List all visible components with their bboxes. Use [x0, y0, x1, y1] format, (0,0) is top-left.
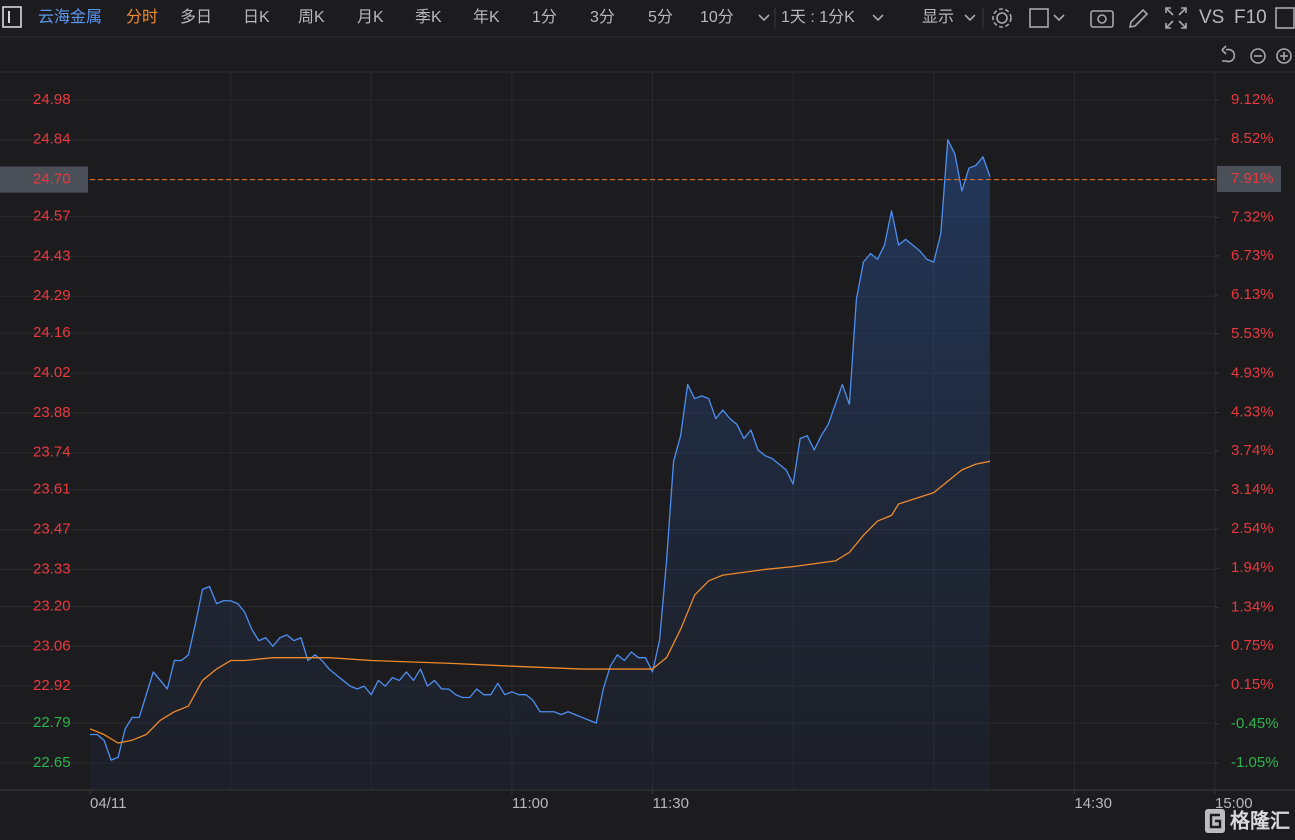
- tab[interactable]: 多日: [180, 8, 212, 26]
- window-icon[interactable]: [1275, 7, 1295, 29]
- y2-tick-label: 8.52%: [1231, 130, 1274, 147]
- price-area: [90, 139, 990, 791]
- y-tick-label: 24.16: [33, 324, 71, 341]
- fullscreen-icon[interactable]: [1165, 7, 1187, 29]
- tab[interactable]: 月K: [357, 9, 384, 26]
- y-tick-label: 24.84: [33, 131, 71, 148]
- zoom-in-icon[interactable]: [1276, 48, 1292, 64]
- y-tick-label: 22.79: [33, 714, 71, 731]
- x-tick-label: 11:30: [653, 795, 689, 812]
- settings-icon-gear: [992, 8, 1012, 28]
- y2-tick-label: 6.13%: [1231, 286, 1274, 303]
- y2-tick-label: 6.73%: [1231, 247, 1274, 264]
- y2-tick-label: 7.91%: [1231, 170, 1274, 187]
- price-highlight: [0, 166, 88, 193]
- zoom-out-icon[interactable]: [1250, 48, 1266, 64]
- x-tick-label: 11:00: [512, 795, 548, 812]
- y-tick-label: 23.20: [33, 597, 71, 614]
- plot-area: 24.98 24.84 24.70 24.57 24.43 24.29 24.16 24.02…: [0, 71, 1295, 812]
- dropdown-arrow[interactable]: [1053, 14, 1065, 22]
- y2-tick-label: 9.12%: [1231, 91, 1274, 108]
- y2-tick-label: 3.74%: [1231, 442, 1274, 459]
- dropdown-arrow[interactable]: [964, 14, 976, 22]
- y-tick-label: 23.47: [33, 521, 71, 538]
- y2-tick-label: -1.05%: [1231, 754, 1279, 771]
- percent-highlight: [1217, 165, 1281, 192]
- settings-icon[interactable]: [996, 12, 1008, 24]
- tab[interactable]: 日K: [243, 9, 270, 26]
- y2-tick-label: 7.32%: [1231, 208, 1274, 225]
- x-tick-label: 14:30: [1074, 795, 1112, 812]
- f10-button[interactable]: F10: [1234, 7, 1267, 28]
- vs-button[interactable]: VS: [1199, 7, 1224, 28]
- watermark: 格隆汇: [1205, 808, 1290, 833]
- y2-tick-label: -0.45%: [1231, 715, 1279, 732]
- menu-icon[interactable]: [2, 6, 22, 28]
- y2-tick-label: 0.15%: [1231, 676, 1274, 693]
- dropdown-arrow[interactable]: [758, 14, 770, 22]
- y-tick-label: 24.57: [33, 208, 71, 225]
- watermark-text: 格隆汇: [1230, 808, 1290, 832]
- y-tick-label: 24.43: [33, 247, 71, 264]
- y2-tick-label: 1.94%: [1231, 559, 1274, 576]
- tab[interactable]: 分时: [126, 8, 158, 26]
- tab[interactable]: 季K: [415, 8, 442, 26]
- y-tick-label: 22.65: [33, 754, 71, 771]
- camera-lens: [1097, 14, 1107, 24]
- price-line: [90, 139, 991, 761]
- y2-tick-label: 0.75%: [1231, 637, 1274, 654]
- tab[interactable]: 周K: [298, 9, 325, 26]
- y-tick-label: 23.61: [33, 481, 71, 498]
- toolbar: 云海金属 分时 多日 日K 周K 月K 季K 年K 1分 3分 5分 10分 1…: [0, 6, 1295, 64]
- y2-tick-label: 4.33%: [1231, 403, 1274, 420]
- average-line: [89, 460, 991, 744]
- stock-name[interactable]: 云海金属: [38, 8, 102, 26]
- period-select[interactable]: 1天 : 1分K: [781, 8, 855, 26]
- y2-tick-label: 1.34%: [1231, 598, 1274, 615]
- tab[interactable]: 5分: [648, 8, 673, 26]
- pencil-icon[interactable]: [1128, 8, 1149, 29]
- y-tick-label: 23.33: [33, 560, 71, 577]
- shape-icon[interactable]: [1029, 8, 1049, 28]
- camera-icon[interactable]: [1090, 10, 1114, 28]
- tab[interactable]: 10分: [700, 8, 734, 26]
- y-tick-label: 24.02: [33, 364, 71, 381]
- tab[interactable]: 3分: [590, 8, 615, 26]
- display-menu[interactable]: 显示: [922, 9, 954, 26]
- y-tick-label: 24.98: [33, 91, 71, 108]
- dropdown-arrow[interactable]: [872, 14, 884, 22]
- zoom-in-plus: [1280, 52, 1288, 60]
- y-tick-label: 22.92: [33, 677, 71, 694]
- y-tick-label: 24.29: [33, 287, 71, 304]
- x-tick-label: 15:00: [1215, 795, 1253, 812]
- watermark-logo-g: [1209, 813, 1222, 829]
- x-tick-label: 04/11: [90, 795, 126, 812]
- reset-icon[interactable]: [1221, 45, 1236, 63]
- y-tick-label: 23.88: [33, 404, 71, 421]
- tab[interactable]: 年K: [473, 8, 500, 26]
- tab[interactable]: 1分: [532, 8, 557, 26]
- y-tick-label: 23.74: [33, 444, 71, 461]
- y2-tick-label: 5.53%: [1231, 325, 1274, 342]
- y2-tick-label: 2.54%: [1231, 520, 1274, 537]
- y2-tick-label: 3.14%: [1231, 481, 1274, 498]
- y-tick-label: 23.06: [33, 637, 71, 654]
- y2-tick-label: 4.93%: [1231, 364, 1274, 381]
- y-tick-label: 24.70: [33, 171, 71, 188]
